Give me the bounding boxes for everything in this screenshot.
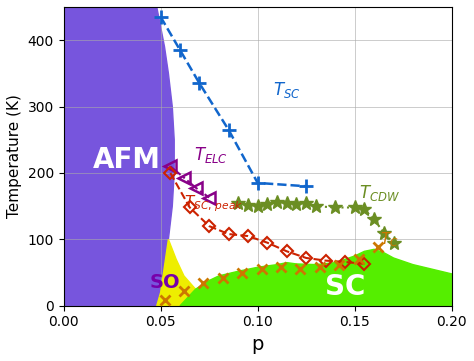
Text: SC: SC [325, 273, 365, 301]
Text: $T_{SC,\,peak}$: $T_{SC,\,peak}$ [184, 193, 243, 214]
Text: $T_{CDW}$: $T_{CDW}$ [359, 183, 400, 203]
Y-axis label: Temperature (K): Temperature (K) [7, 95, 22, 218]
Polygon shape [180, 249, 452, 306]
X-axis label: p: p [252, 335, 264, 354]
Polygon shape [64, 7, 174, 306]
Text: AFM: AFM [93, 146, 161, 174]
Text: $T_{ELC}$: $T_{ELC}$ [193, 145, 228, 165]
Text: SO: SO [149, 273, 180, 292]
Text: $T_{SC}$: $T_{SC}$ [273, 80, 301, 100]
Text: $T_C$: $T_C$ [380, 231, 399, 249]
Polygon shape [157, 239, 196, 306]
